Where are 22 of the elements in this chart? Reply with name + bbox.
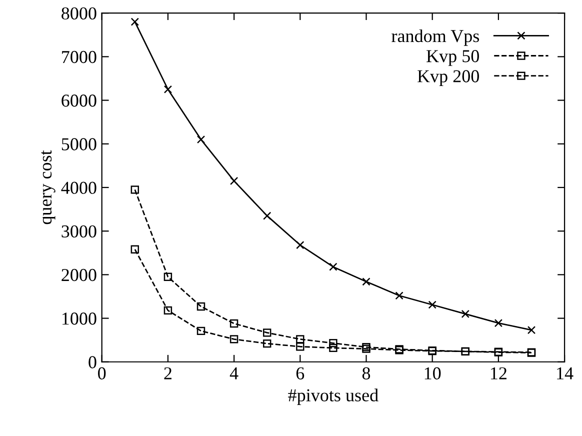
y-tick-label: 1000 [62,312,96,325]
x-tick-label: 12 [491,367,506,380]
x-tick-label: 2 [164,367,172,380]
x-tick-label: 6 [296,367,304,380]
x-tick-label: 10 [424,367,441,380]
y-tick-label: 7000 [62,50,96,64]
y-tick-label: 2000 [62,268,96,282]
x-tick-label: 8 [362,367,370,380]
x-tick-label: 0 [98,367,106,380]
y-tick-label: 3000 [62,225,96,238]
y-tick-label: 8000 [62,7,96,20]
x-tick-label: 14 [557,367,574,380]
legend-label: Kvp 50 [426,50,479,66]
y-tick-label: 4000 [61,182,96,194]
legend-label: Kvp 200 [418,70,479,86]
y-tick-label: 0 [88,356,96,368]
x-axis-title: #pivots used [288,388,378,406]
y-tick-label: 5000 [62,138,96,150]
y-tick-label: 6000 [62,94,96,107]
y-axis-title: query cost [41,150,56,224]
x-tick-label: 4 [230,367,238,380]
legend-label: random Vps [392,29,480,46]
